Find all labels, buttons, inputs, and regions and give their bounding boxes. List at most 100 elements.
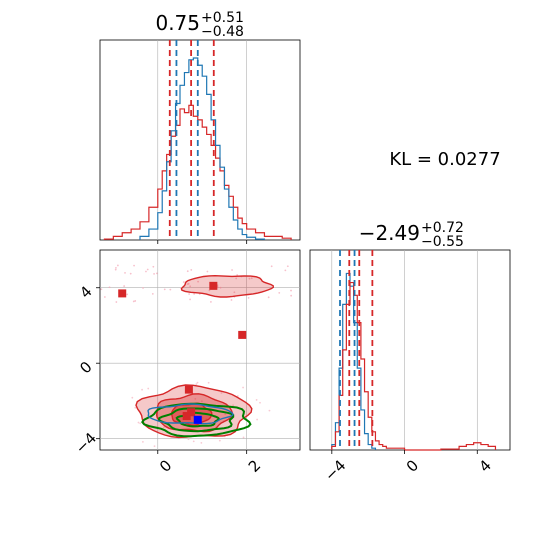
contour-red bbox=[180, 274, 275, 298]
marginal-histogram-1: 0.75 +0.51 −0.48 bbox=[99, 10, 301, 244]
contour-green bbox=[141, 402, 252, 438]
title-2-value: −2.49 bbox=[359, 221, 420, 245]
scatter-point bbox=[141, 388, 143, 391]
scatter-point bbox=[133, 264, 135, 267]
scatter-point bbox=[250, 277, 253, 280]
ticks: −4 0 4 bbox=[321, 450, 495, 485]
scatter-point bbox=[190, 269, 193, 271]
scatter-point bbox=[206, 270, 209, 273]
scatter-point bbox=[210, 301, 212, 303]
marginal-histogram-2: −4 0 4 −2.49 +0.72 −0.55 bbox=[309, 220, 511, 485]
scatter-point bbox=[186, 283, 189, 286]
scatter-point bbox=[230, 299, 233, 301]
scatter-point bbox=[267, 296, 270, 299]
marker-red-square bbox=[238, 330, 247, 339]
scatter-point bbox=[151, 292, 154, 295]
scatter-point bbox=[188, 293, 191, 295]
scatter-point bbox=[247, 296, 250, 299]
scatter-point bbox=[100, 288, 103, 291]
scatter-point bbox=[123, 285, 126, 287]
tick-label: 0 bbox=[76, 358, 95, 377]
tick-label: 4 bbox=[475, 456, 494, 475]
scatter-point bbox=[197, 280, 199, 283]
marker-red-square bbox=[184, 385, 193, 394]
scatter-point bbox=[147, 387, 150, 390]
scatter-point bbox=[192, 440, 195, 443]
scatter-point bbox=[169, 288, 172, 291]
scatter-point bbox=[134, 300, 137, 302]
scatter-point bbox=[134, 406, 137, 409]
title-2-sup: +0.72 bbox=[421, 220, 464, 236]
histogram-red bbox=[331, 281, 497, 451]
scatter-point bbox=[224, 413, 227, 416]
scatter-point bbox=[236, 395, 239, 397]
scatter-point bbox=[182, 281, 185, 283]
contour-blue bbox=[147, 403, 234, 425]
scatter-point bbox=[194, 397, 197, 400]
quantile-lines bbox=[339, 250, 374, 450]
scatter-point bbox=[189, 285, 192, 288]
scatter-point bbox=[259, 401, 261, 404]
scatter-point bbox=[108, 286, 111, 289]
scatter-point bbox=[141, 440, 144, 443]
scatter-point bbox=[256, 418, 259, 421]
marker-blue-square bbox=[193, 415, 202, 424]
scatter-point bbox=[284, 269, 287, 272]
title-2: −2.49 bbox=[359, 221, 420, 245]
scatter-point bbox=[290, 294, 293, 297]
grid bbox=[100, 250, 300, 450]
scatter-point bbox=[116, 264, 119, 267]
ticks bbox=[157, 240, 248, 244]
scatter-point bbox=[233, 291, 236, 294]
tick-label: 2 bbox=[245, 456, 264, 475]
marker-red-square bbox=[118, 289, 127, 298]
tick-label: 4 bbox=[76, 282, 95, 301]
histograms bbox=[331, 272, 497, 451]
scatter-point bbox=[236, 274, 239, 276]
contour-green bbox=[175, 411, 220, 428]
scatter-point bbox=[131, 396, 134, 399]
scatter-point bbox=[187, 438, 190, 441]
scatter-point bbox=[218, 439, 221, 442]
scatter-point bbox=[103, 296, 106, 298]
scatter-point bbox=[152, 265, 155, 268]
scatter-point bbox=[219, 286, 222, 289]
scatter-point bbox=[270, 265, 273, 268]
histograms bbox=[103, 57, 292, 240]
scatter-point bbox=[145, 270, 147, 273]
scatter-point bbox=[232, 404, 234, 407]
marker-red-square bbox=[209, 281, 218, 290]
axes-frame bbox=[99, 39, 301, 241]
scatter-point bbox=[114, 268, 117, 271]
scatter-point bbox=[115, 301, 118, 303]
scatter-point bbox=[286, 265, 289, 268]
scatter-point bbox=[137, 421, 140, 424]
histogram-red bbox=[103, 104, 292, 240]
kl-label: KL = 0.0277 bbox=[389, 149, 500, 170]
scatter-point bbox=[242, 436, 245, 439]
scatter-point bbox=[186, 270, 189, 273]
scatter-point bbox=[139, 422, 142, 425]
marker-red-square bbox=[187, 408, 196, 417]
scatter-point bbox=[129, 272, 132, 275]
scatter-point bbox=[189, 298, 191, 301]
scatter-point bbox=[278, 291, 281, 294]
histogram-blue bbox=[139, 57, 266, 240]
title-1: 0.75 bbox=[155, 11, 200, 35]
scatter-point bbox=[115, 266, 117, 269]
scatter-point bbox=[208, 289, 211, 292]
title-1-sup: +0.51 bbox=[201, 10, 244, 26]
scatter-point bbox=[242, 386, 244, 389]
scatter-point bbox=[255, 399, 258, 401]
marker-red-square bbox=[182, 412, 191, 421]
title-1-sub: −0.48 bbox=[201, 24, 244, 40]
title-2-sub: −0.55 bbox=[421, 234, 464, 250]
scatter-point bbox=[220, 392, 223, 394]
scatter-point bbox=[162, 426, 165, 429]
scatter-point bbox=[231, 269, 233, 271]
scatter-point bbox=[268, 409, 271, 412]
title-1-value: 0.75 bbox=[155, 11, 200, 35]
scatter-point bbox=[142, 287, 144, 289]
tick-label: 0 bbox=[156, 456, 175, 475]
